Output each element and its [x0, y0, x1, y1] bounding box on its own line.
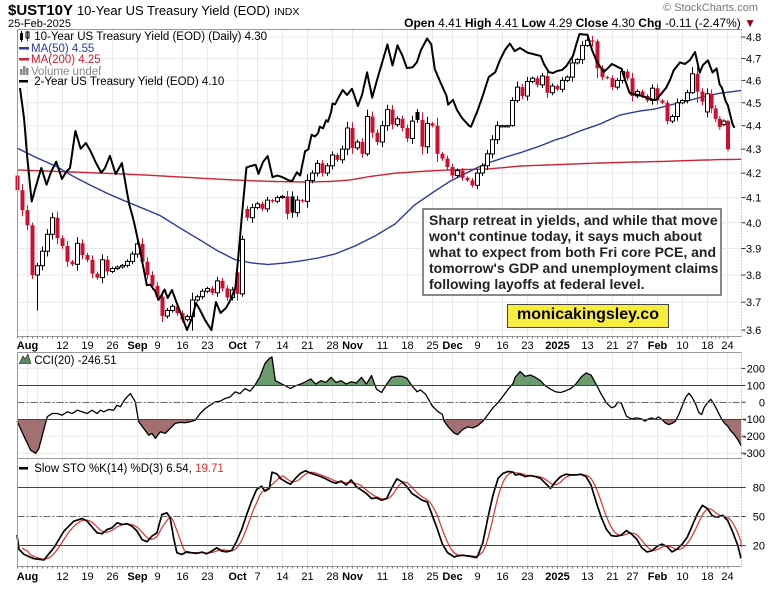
- svg-text:28: 28: [326, 340, 338, 352]
- svg-text:4.0: 4.0: [746, 218, 761, 230]
- svg-text:13: 13: [581, 340, 593, 352]
- svg-text:-300: -300: [743, 448, 765, 460]
- svg-text:Nov: Nov: [342, 340, 364, 352]
- svg-text:200: 200: [747, 363, 765, 375]
- svg-text:28: 28: [326, 571, 338, 583]
- svg-text:-200: -200: [743, 431, 765, 443]
- svg-text:25: 25: [426, 340, 438, 352]
- svg-text:25: 25: [426, 571, 438, 583]
- svg-text:4.5: 4.5: [746, 98, 761, 110]
- svg-text:100: 100: [747, 380, 765, 392]
- svg-text:21: 21: [301, 340, 313, 352]
- svg-text:24: 24: [721, 571, 733, 583]
- svg-text:13: 13: [581, 571, 593, 583]
- svg-text:10: 10: [676, 571, 688, 583]
- svg-text:9: 9: [474, 571, 480, 583]
- svg-text:Feb: Feb: [648, 571, 668, 583]
- svg-text:9: 9: [154, 340, 160, 352]
- svg-text:Oct: Oct: [228, 571, 247, 583]
- svg-text:Sep: Sep: [127, 340, 147, 352]
- svg-text:3.7: 3.7: [746, 297, 761, 309]
- svg-text:Feb: Feb: [648, 340, 668, 352]
- svg-text:Dec: Dec: [442, 571, 462, 583]
- svg-text:4.3: 4.3: [746, 144, 761, 156]
- svg-text:4.1: 4.1: [746, 193, 761, 205]
- svg-text:9: 9: [474, 340, 480, 352]
- svg-text:50: 50: [753, 512, 765, 524]
- svg-text:18: 18: [401, 571, 413, 583]
- svg-text:0: 0: [759, 397, 765, 409]
- svg-text:18: 18: [701, 571, 713, 583]
- svg-text:-100: -100: [743, 414, 765, 426]
- svg-text:16: 16: [176, 571, 188, 583]
- svg-text:4.4: 4.4: [746, 121, 761, 133]
- svg-text:23: 23: [201, 571, 213, 583]
- svg-text:18: 18: [401, 340, 413, 352]
- svg-text:2025: 2025: [545, 571, 569, 583]
- svg-text:18: 18: [701, 340, 713, 352]
- svg-text:3.9: 3.9: [746, 244, 761, 256]
- svg-text:14: 14: [276, 571, 288, 583]
- svg-text:Aug: Aug: [17, 571, 38, 583]
- svg-text:23: 23: [521, 571, 533, 583]
- svg-text:12: 12: [56, 340, 68, 352]
- svg-text:19: 19: [81, 340, 93, 352]
- svg-text:16: 16: [176, 340, 188, 352]
- svg-text:23: 23: [201, 340, 213, 352]
- svg-text:Sep: Sep: [127, 571, 147, 583]
- svg-text:11: 11: [377, 571, 388, 583]
- svg-text:27: 27: [626, 340, 638, 352]
- svg-text:27: 27: [626, 571, 638, 583]
- svg-text:9: 9: [154, 571, 160, 583]
- svg-text:14: 14: [276, 340, 288, 352]
- svg-text:24: 24: [721, 340, 733, 352]
- svg-text:Dec: Dec: [442, 340, 462, 352]
- svg-text:12: 12: [56, 571, 68, 583]
- svg-text:16: 16: [496, 571, 508, 583]
- svg-text:7: 7: [254, 571, 260, 583]
- svg-text:19: 19: [81, 571, 93, 583]
- svg-text:20: 20: [753, 541, 765, 553]
- svg-text:4.6: 4.6: [746, 75, 761, 87]
- svg-text:23: 23: [521, 340, 533, 352]
- svg-text:26: 26: [106, 571, 118, 583]
- svg-text:4.7: 4.7: [746, 54, 761, 66]
- svg-text:16: 16: [496, 340, 508, 352]
- svg-text:21: 21: [301, 571, 313, 583]
- svg-text:26: 26: [106, 340, 118, 352]
- svg-text:2025: 2025: [545, 340, 569, 352]
- svg-text:Nov: Nov: [342, 571, 364, 583]
- svg-text:Aug: Aug: [17, 340, 38, 352]
- svg-text:4.8: 4.8: [746, 32, 761, 44]
- svg-text:4.2: 4.2: [746, 168, 761, 180]
- svg-text:10: 10: [676, 340, 688, 352]
- svg-text:3.8: 3.8: [746, 270, 761, 282]
- svg-text:Oct: Oct: [228, 340, 247, 352]
- svg-text:21: 21: [606, 571, 618, 583]
- svg-text:3.6: 3.6: [746, 325, 761, 337]
- svg-text:7: 7: [254, 340, 260, 352]
- svg-text:11: 11: [377, 340, 388, 352]
- svg-text:21: 21: [606, 340, 618, 352]
- svg-text:80: 80: [753, 483, 765, 495]
